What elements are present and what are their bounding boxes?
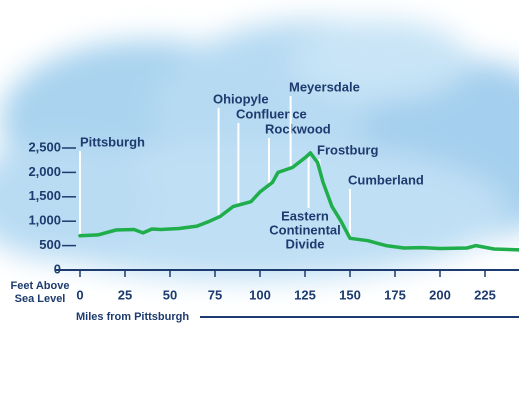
y-tick-label: 500 xyxy=(39,237,61,252)
y-axis-label: Sea Level xyxy=(15,293,66,305)
y-tick-label: 1,000 xyxy=(28,213,61,228)
x-tick-label: 225 xyxy=(474,287,496,302)
annotation-label: Frostburg xyxy=(317,142,378,157)
annotation-label: Cumberland xyxy=(348,172,424,187)
annotation-label: Confluence xyxy=(236,106,307,121)
annotation-label: Eastern xyxy=(281,208,329,223)
y-tick-label: 1,500 xyxy=(28,188,61,203)
elevation-line xyxy=(78,151,519,252)
annotation-label: Continental xyxy=(269,222,341,237)
annotation-label: Rockwood xyxy=(265,121,331,136)
watercolor-background xyxy=(0,20,519,280)
annotation-label: Meyersdale xyxy=(289,79,360,94)
x-tick-label: 200 xyxy=(429,287,451,302)
y-tick-label: 2,500 xyxy=(28,139,61,154)
x-tick-label: 0 xyxy=(76,287,83,302)
x-axis-label: Miles from Pittsburgh xyxy=(76,311,189,323)
y-tick-label: 2,000 xyxy=(28,164,61,179)
x-tick-label: 175 xyxy=(384,287,406,302)
x-tick-label: 125 xyxy=(294,287,316,302)
y-axis-label: Feet Above xyxy=(11,280,70,292)
annotation-label: Divide xyxy=(285,236,324,251)
x-tick-label: 50 xyxy=(163,287,177,302)
x-tick-label: 150 xyxy=(339,287,361,302)
x-tick-label: 75 xyxy=(208,287,222,302)
annotation-label: Ohiopyle xyxy=(213,91,269,106)
x-tick-label: 100 xyxy=(249,287,271,302)
y-tick-label: 0 xyxy=(54,261,61,276)
x-tick-label: 25 xyxy=(118,287,132,302)
annotation-label: Pittsburgh xyxy=(80,134,145,149)
